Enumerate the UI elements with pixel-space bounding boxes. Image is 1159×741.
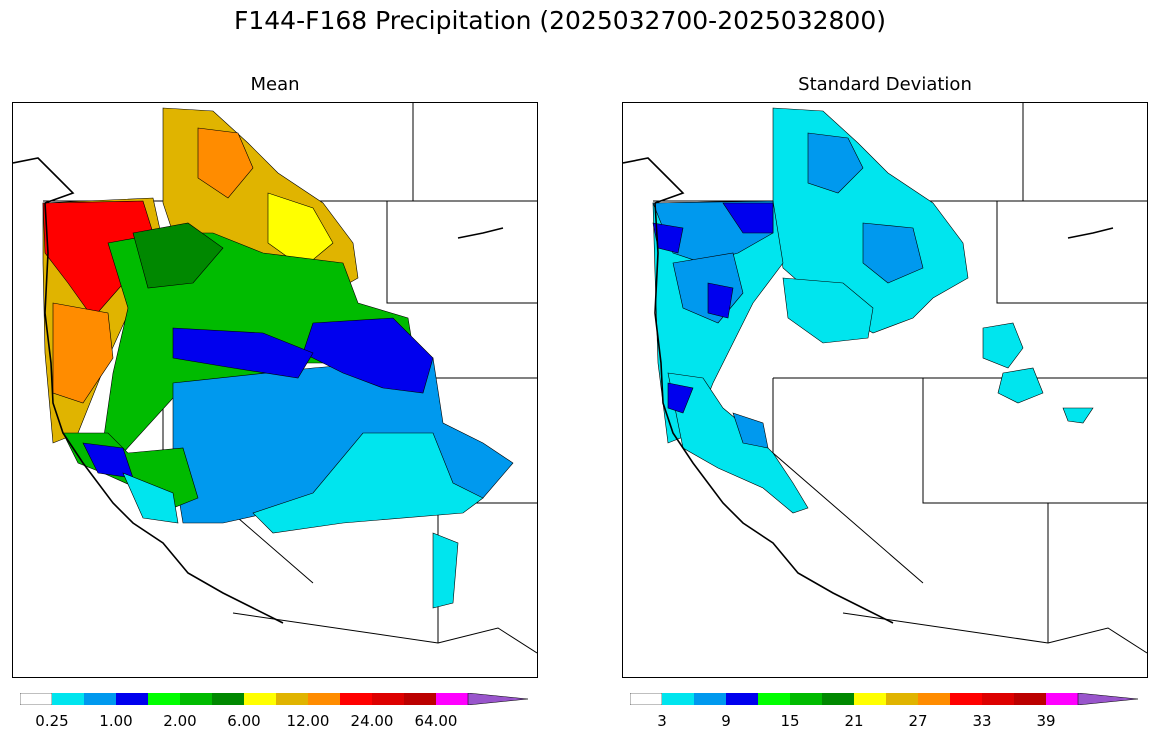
mean-colorbar <box>19 690 529 706</box>
coastline <box>623 157 1114 624</box>
mean-tick-label: 1.00 <box>99 712 133 730</box>
figure-title: F144-F168 Precipitation (2025032700-2025… <box>233 6 886 35</box>
stddev-tick-label: 21 <box>844 712 864 730</box>
stddev-tick-label: 15 <box>780 712 800 730</box>
mean-colorbar-swatches <box>19 692 529 706</box>
mean-tick-label: 2.00 <box>163 712 197 730</box>
stddev-panel-title: Standard Deviation <box>798 74 972 95</box>
stddev-tick-label: 33 <box>972 712 992 730</box>
mean-panel-title: Mean <box>250 74 300 95</box>
mean-precipitation-regions <box>42 107 514 609</box>
stddev-tick-label: 9 <box>721 712 731 730</box>
stddev-precipitation-regions <box>652 107 1094 514</box>
mean-map <box>12 102 538 678</box>
mean-tick-label: 12.00 <box>286 712 330 730</box>
mean-tick-label: 64.00 <box>414 712 458 730</box>
stddev-tick-label: 27 <box>908 712 928 730</box>
mean-tick-label: 0.25 <box>35 712 69 730</box>
stddev-colorbar <box>629 690 1139 706</box>
mean-tick-label: 24.00 <box>350 712 394 730</box>
stddev-colorbar-swatches <box>629 692 1139 706</box>
stddev-tick-label: 3 <box>657 712 667 730</box>
mean-tick-label: 6.00 <box>227 712 261 730</box>
stddev-tick-label: 39 <box>1036 712 1056 730</box>
stddev-map <box>622 102 1148 678</box>
coastline <box>13 157 504 624</box>
